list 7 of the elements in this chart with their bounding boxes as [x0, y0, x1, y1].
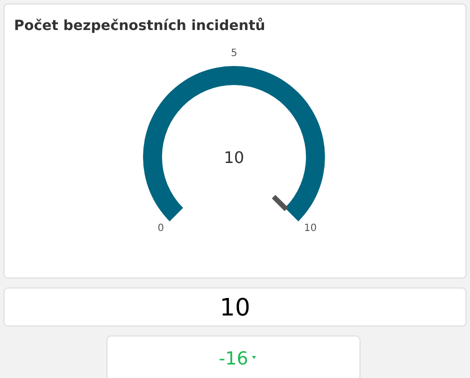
text: 10	[304, 223, 317, 234]
text: 0	[158, 223, 164, 234]
text: 5	[230, 48, 238, 59]
text: 10	[220, 294, 250, 322]
text: -16	[218, 348, 248, 370]
text: Počet bezpečnostních incidentů	[14, 17, 266, 34]
data-label: 10	[224, 148, 244, 167]
